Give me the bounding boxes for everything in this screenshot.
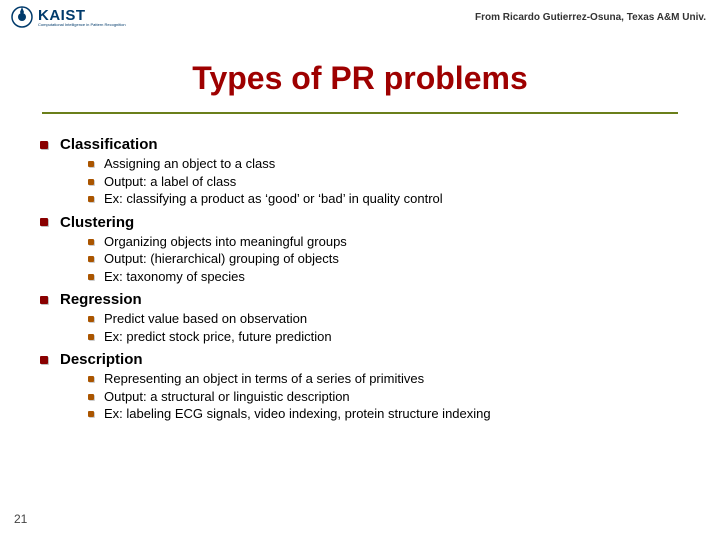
list-item: Output: a label of class [88, 173, 684, 191]
section-body: Assigning an object to a class Output: a… [88, 155, 684, 208]
list-item: Ex: taxonomy of species [88, 268, 684, 286]
section-heading: Regression [60, 291, 684, 308]
logo: KAIST Computational Intelligence in Patt… [10, 5, 126, 29]
list-item: Representing an object in terms of a ser… [88, 370, 684, 388]
section-heading: Classification [60, 136, 684, 153]
top-bar: KAIST Computational Intelligence in Patt… [0, 0, 720, 34]
title-wrap: Types of PR problems [0, 60, 720, 97]
page-number: 21 [14, 512, 27, 526]
content: Classification Assigning an object to a … [60, 130, 684, 423]
list-item: Assigning an object to a class [88, 155, 684, 173]
list-item: Output: (hierarchical) grouping of objec… [88, 250, 684, 268]
slide: KAIST Computational Intelligence in Patt… [0, 0, 720, 540]
list-item: Output: a structural or linguistic descr… [88, 388, 684, 406]
title-underline [42, 112, 678, 114]
attribution: From Ricardo Gutierrez-Osuna, Texas A&M … [475, 12, 706, 23]
list-item: Ex: classifying a product as ‘good’ or ‘… [88, 190, 684, 208]
logo-icon [10, 5, 34, 29]
list-item: Ex: predict stock price, future predicti… [88, 328, 684, 346]
section-heading: Description [60, 351, 684, 368]
list-item: Predict value based on observation [88, 310, 684, 328]
logo-subtitle: Computational Intelligence in Pattern Re… [38, 22, 126, 27]
list-item: Organizing objects into meaningful group… [88, 233, 684, 251]
section-body: Representing an object in terms of a ser… [88, 370, 684, 423]
slide-title: Types of PR problems [0, 60, 720, 97]
logo-text-block: KAIST Computational Intelligence in Patt… [38, 7, 126, 27]
list-item: Ex: labeling ECG signals, video indexing… [88, 405, 684, 423]
section-body: Organizing objects into meaningful group… [88, 233, 684, 286]
section-heading: Clustering [60, 214, 684, 231]
section-body: Predict value based on observation Ex: p… [88, 310, 684, 345]
